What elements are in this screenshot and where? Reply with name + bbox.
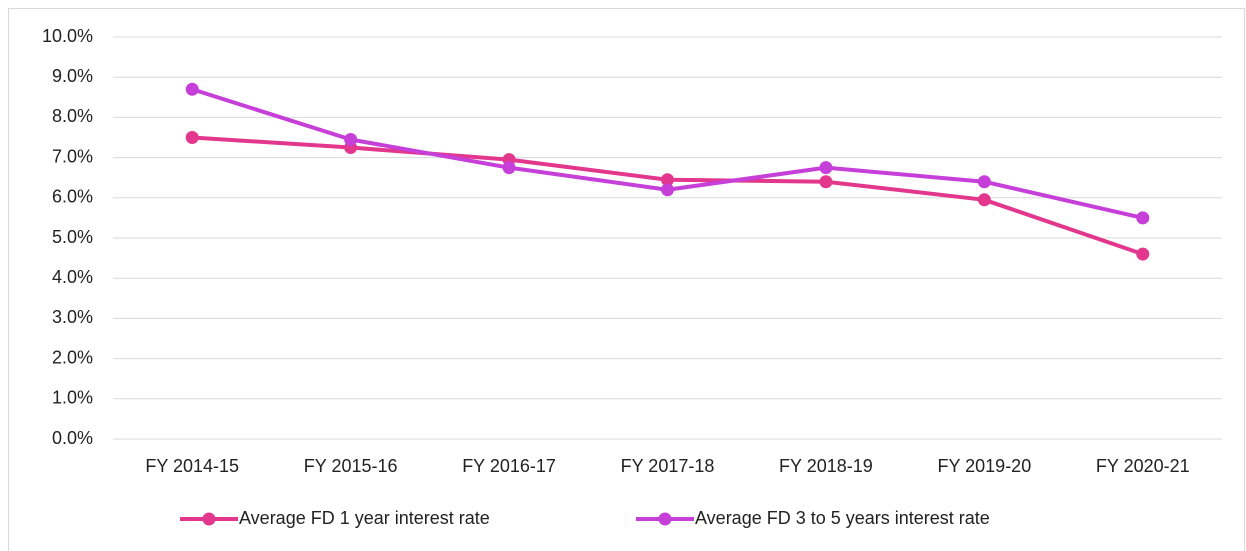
data-point: [661, 173, 674, 187]
x-tick-label: FY 2020-21: [1096, 456, 1190, 476]
y-tick-label: 1.0%: [52, 388, 93, 408]
y-tick-label: 8.0%: [52, 106, 93, 126]
data-point: [344, 133, 358, 147]
x-tick-label: FY 2015-16: [304, 456, 398, 476]
legend-marker: [658, 512, 672, 526]
y-tick-label: 10.0%: [42, 26, 93, 46]
y-tick-label: 4.0%: [52, 267, 93, 287]
data-point: [502, 161, 516, 175]
series-line: [191, 87, 1144, 220]
x-tick-label: FY 2017-18: [621, 456, 715, 476]
legend-label: Average FD 3 to 5 years interest rate: [695, 508, 990, 528]
data-point: [977, 175, 991, 189]
legend-marker: [202, 512, 216, 526]
y-tick-label: 6.0%: [52, 187, 93, 207]
y-tick-label: 0.0%: [52, 428, 93, 448]
legend-label: Average FD 1 year interest rate: [239, 508, 490, 528]
data-point: [185, 131, 199, 144]
x-tick-label: FY 2018-19: [779, 456, 873, 476]
y-tick-label: 3.0%: [52, 307, 93, 327]
y-tick-label: 2.0%: [52, 347, 93, 367]
x-tick-label: FY 2016-17: [462, 456, 556, 476]
x-tick-label: FY 2019-20: [937, 456, 1031, 476]
data-point: [819, 161, 833, 175]
chart-frame: [8, 8, 1245, 551]
y-tick-label: 9.0%: [52, 66, 93, 86]
data-point: [661, 183, 674, 197]
data-point: [977, 193, 991, 207]
data-point: [1136, 247, 1150, 261]
y-tick-label: 7.0%: [52, 146, 93, 166]
data-point: [1136, 211, 1150, 225]
data-point: [185, 82, 199, 96]
y-tick-label: 5.0%: [52, 227, 93, 247]
data-point: [819, 175, 833, 189]
x-tick-label: FY 2014-15: [145, 456, 239, 476]
